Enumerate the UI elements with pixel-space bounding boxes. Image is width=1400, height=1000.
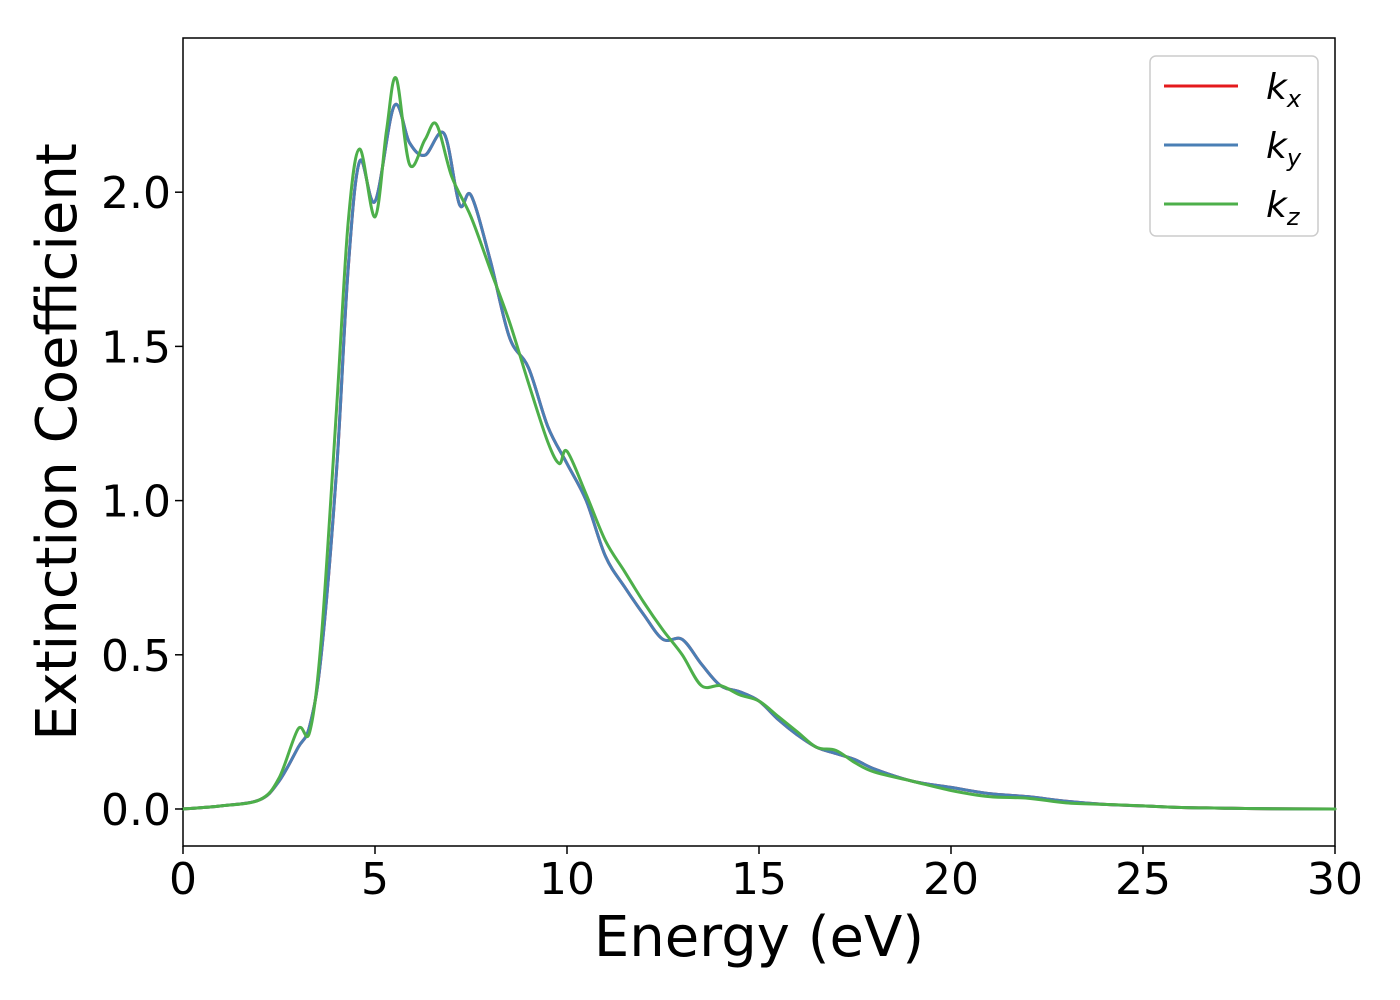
series-line-ky [181, 102, 1337, 811]
x-tick-label: 25 [1115, 854, 1171, 905]
x-axis-label: Energy (eV) [594, 905, 924, 970]
x-tick-label: 0 [169, 854, 197, 905]
legend-label-subscript: z [1286, 203, 1301, 231]
x-tick-label: 30 [1307, 854, 1363, 905]
legend-label-main: k [1266, 126, 1289, 167]
legend-label-main: k [1266, 67, 1289, 108]
y-axis-ticks: 0.0 0.5 1.0 1.5 2.0 [101, 168, 183, 836]
legend-label-subscript: y [1286, 144, 1302, 172]
y-tick-label: 2.0 [101, 168, 171, 219]
y-tick-label: 0.0 [101, 785, 171, 836]
x-tick-label: 20 [923, 854, 979, 905]
x-tick-label: 5 [361, 854, 389, 905]
series-layer [181, 76, 1337, 811]
x-tick-label: 10 [539, 854, 595, 905]
legend-label-kx: kx [1266, 67, 1302, 113]
series-line-kz [181, 76, 1337, 811]
legend-label-main: k [1266, 185, 1289, 226]
y-tick-label: 1.0 [101, 477, 171, 528]
y-axis-label: Extinction Coefficient [25, 143, 90, 741]
y-tick-label: 1.5 [101, 322, 171, 373]
legend-label-ky: ky [1266, 126, 1302, 172]
x-axis-ticks: 0 5 10 15 20 25 30 [169, 846, 1363, 905]
legend-label-kz: kz [1266, 185, 1301, 231]
x-tick-label: 15 [731, 854, 787, 905]
y-tick-label: 0.5 [101, 631, 171, 682]
legend-label-subscript: x [1286, 85, 1302, 113]
